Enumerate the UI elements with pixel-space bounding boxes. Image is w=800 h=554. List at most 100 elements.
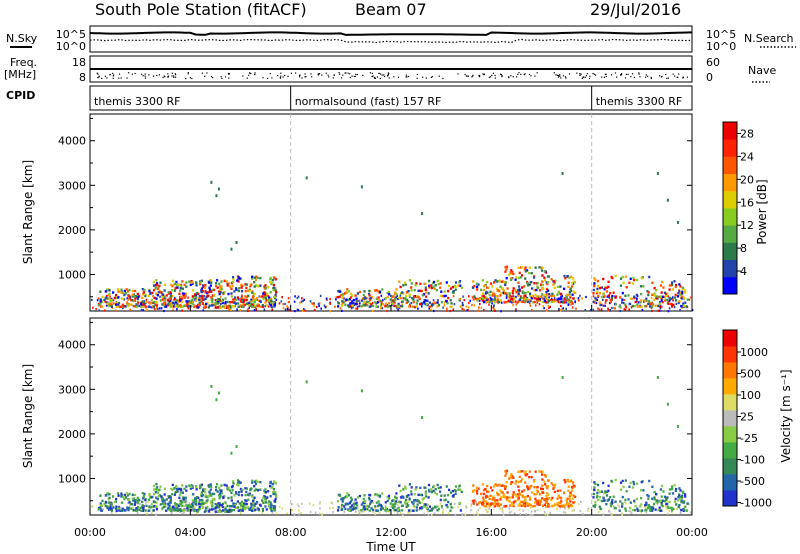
- velocity-point: [341, 504, 344, 507]
- power-point: [646, 290, 649, 293]
- power-point: [474, 297, 476, 300]
- power-point: [149, 302, 152, 305]
- power-point: [540, 269, 544, 272]
- power-point: [662, 286, 665, 289]
- velocity-point: [157, 495, 160, 498]
- power-point: [153, 296, 156, 300]
- velocity-point: [117, 507, 120, 510]
- velocity-point: [499, 498, 502, 501]
- power-point: [269, 291, 272, 294]
- velocity-point: [621, 513, 623, 516]
- power-point: [109, 295, 111, 298]
- velocity-point: [207, 495, 210, 498]
- power-point: [146, 308, 148, 311]
- velocity-point: [609, 496, 612, 499]
- power-point: [91, 298, 93, 301]
- power-point: [600, 295, 603, 299]
- velocity-point: [504, 485, 507, 488]
- freq-unit-label: [MHz]: [4, 68, 36, 81]
- nave-point: [212, 77, 214, 79]
- velocity-point: [681, 494, 684, 497]
- velocity-point: [312, 504, 315, 507]
- power-point: [561, 307, 563, 310]
- velocity-point: [181, 501, 184, 504]
- velocity-point: [621, 505, 624, 508]
- nave-point: [242, 75, 244, 77]
- velocity-point: [345, 495, 348, 498]
- velocity-point: [644, 504, 647, 507]
- velocity-point: [210, 500, 213, 503]
- power-point: [233, 301, 236, 304]
- power-point: [202, 309, 204, 312]
- velocity-point: [278, 505, 281, 508]
- power-point: [203, 304, 205, 307]
- power-point: [428, 307, 430, 310]
- nave-point: [603, 76, 605, 78]
- power-point: [235, 287, 238, 290]
- velocity-point: [535, 492, 538, 496]
- velocity-point: [677, 505, 680, 509]
- velocity-point: [248, 492, 251, 495]
- power-point: [227, 306, 230, 309]
- power-point: [401, 291, 404, 294]
- velocity-point: [367, 505, 370, 508]
- power-point: [547, 299, 550, 303]
- velocity-point: [181, 509, 184, 512]
- velocity-point: [216, 483, 219, 486]
- velocity-point: [187, 507, 190, 510]
- velocity-point: [640, 511, 642, 514]
- power-point: [191, 295, 194, 298]
- power-point: [156, 305, 158, 309]
- velocity-point: [381, 492, 384, 495]
- power-point: [165, 305, 168, 308]
- velocity-point: [679, 511, 682, 514]
- power-point: [179, 299, 182, 302]
- power-point: [329, 302, 331, 305]
- power-point: [679, 285, 682, 288]
- power-point: [520, 295, 522, 298]
- power-point: [141, 293, 145, 296]
- power-point: [137, 295, 140, 299]
- velocity-point: [234, 502, 237, 505]
- power-point: [424, 282, 427, 285]
- velocity-point: [624, 479, 627, 482]
- power-point: [517, 285, 521, 288]
- velocity-point: [493, 497, 496, 500]
- velocity-point: [397, 506, 400, 510]
- velocity-point: [401, 504, 404, 507]
- velocity-point: [437, 486, 440, 490]
- velocity-colorbar-tick-label: 25: [740, 411, 754, 424]
- velocity-point: [181, 496, 184, 499]
- velocity-point: [155, 483, 158, 486]
- power-point: [484, 284, 487, 287]
- velocity-point: [240, 494, 244, 497]
- nave-point: [379, 77, 381, 80]
- velocity-point: [684, 495, 687, 498]
- velocity-point: [546, 505, 550, 508]
- velocity-point: [528, 487, 531, 490]
- velocity-point: [128, 506, 131, 510]
- power-point: [375, 305, 378, 308]
- power-point: [570, 303, 572, 306]
- power-point: [162, 301, 165, 305]
- velocity-point: [230, 505, 233, 508]
- velocity-point: [499, 489, 502, 492]
- power-point: [628, 281, 631, 284]
- velocity-point: [618, 505, 620, 508]
- velocity-point: [133, 503, 136, 506]
- power-point: [174, 287, 177, 290]
- power-point: [671, 298, 674, 301]
- nave-point: [148, 74, 150, 76]
- velocity-point: [168, 501, 171, 504]
- velocity-point: [518, 475, 521, 479]
- power-point: [384, 302, 387, 305]
- power-point: [645, 304, 648, 308]
- velocity-point: [401, 513, 404, 516]
- velocity-point: [244, 487, 247, 490]
- power-point: [163, 289, 166, 292]
- velocity-point: [628, 485, 631, 488]
- power-point: [127, 304, 130, 308]
- velocity-point: [152, 509, 155, 512]
- power-point: [219, 291, 222, 294]
- velocity-point: [486, 484, 489, 488]
